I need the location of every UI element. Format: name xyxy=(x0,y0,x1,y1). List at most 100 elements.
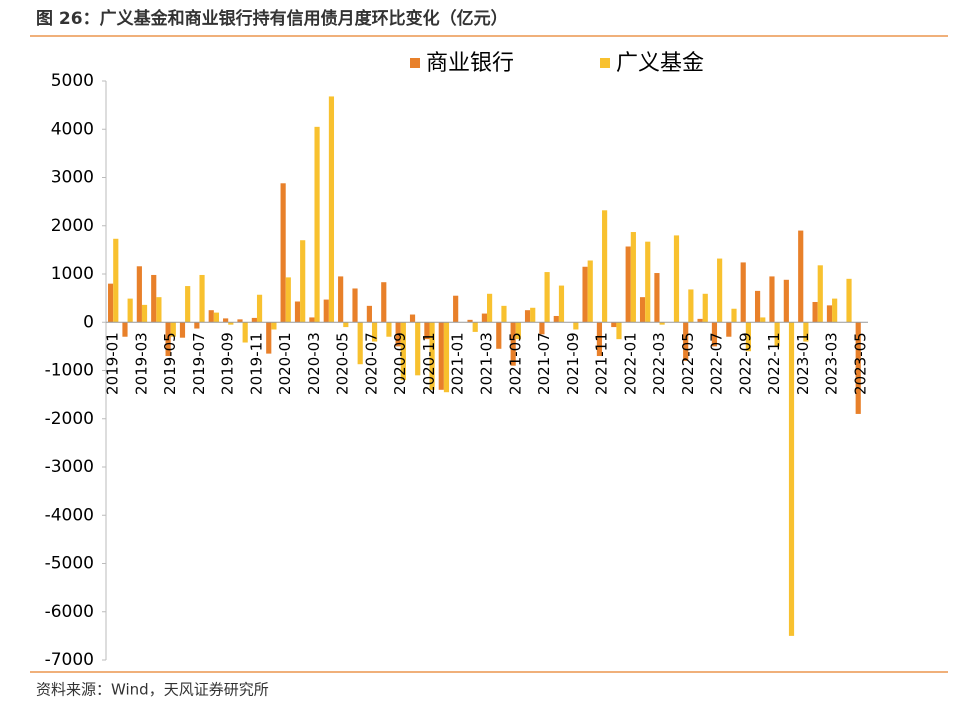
bar xyxy=(228,322,234,325)
bar xyxy=(654,273,660,323)
bar xyxy=(855,322,861,414)
x-tick-label: 2022-01 xyxy=(621,332,639,395)
bar xyxy=(415,322,421,376)
bar xyxy=(386,322,392,337)
y-tick-label: -6000 xyxy=(45,602,94,622)
y-tick-label: 3000 xyxy=(51,168,94,188)
bar xyxy=(113,238,119,323)
bar xyxy=(122,322,128,337)
bar xyxy=(697,318,703,323)
bar xyxy=(783,279,789,323)
bar xyxy=(558,285,565,323)
chart-title: 图 26：广义基金和商业银行持有信用债月度环比变化（亿元） xyxy=(36,8,508,29)
bar xyxy=(314,126,320,323)
bar xyxy=(510,322,516,366)
bar xyxy=(481,313,487,323)
bar xyxy=(400,322,406,381)
bar xyxy=(587,260,593,323)
y-tick-label: -1000 xyxy=(45,361,94,381)
y-tick-label: -7000 xyxy=(45,650,94,670)
y-tick-label: -3000 xyxy=(45,457,94,477)
bar xyxy=(151,274,157,323)
bar xyxy=(731,308,737,323)
bar xyxy=(213,312,220,323)
bar xyxy=(596,322,603,357)
bar xyxy=(645,241,651,323)
bar xyxy=(774,322,780,347)
bar xyxy=(487,293,493,323)
bar xyxy=(127,298,133,323)
bar xyxy=(582,266,588,323)
bar xyxy=(717,258,723,323)
y-tick-label: 4000 xyxy=(51,119,94,139)
bar xyxy=(438,322,444,390)
bar xyxy=(141,304,148,323)
bar xyxy=(179,322,186,338)
bar xyxy=(366,305,372,323)
bar xyxy=(453,295,459,323)
bar xyxy=(803,322,809,342)
x-tick-label: 2023-01 xyxy=(794,332,812,395)
legend-label: 商业银行 xyxy=(426,51,514,76)
bar xyxy=(846,278,852,323)
bar xyxy=(702,293,708,323)
bar xyxy=(237,319,243,323)
x-tick-label: 2021-07 xyxy=(535,332,553,395)
x-tick-label: 2019-05 xyxy=(161,332,179,395)
bar xyxy=(573,322,579,330)
bar xyxy=(395,322,401,347)
bar xyxy=(352,288,358,323)
x-tick-label: 2020-11 xyxy=(420,332,438,395)
bar xyxy=(501,305,507,323)
y-tick-label: -2000 xyxy=(45,409,94,429)
source-note: 资料来源：Wind，天风证券研究所 xyxy=(36,681,269,699)
bar xyxy=(798,230,804,323)
bar xyxy=(251,317,257,323)
x-tick-label: 2021-03 xyxy=(478,332,496,395)
bar xyxy=(424,322,430,340)
bar xyxy=(812,301,818,323)
bar xyxy=(108,283,114,323)
bar xyxy=(381,282,387,323)
x-tick-label: 2020-05 xyxy=(334,332,352,395)
x-tick-label: 2019-03 xyxy=(132,332,150,395)
bar xyxy=(688,289,694,323)
bar xyxy=(429,322,435,390)
bar xyxy=(616,322,622,340)
bar xyxy=(443,322,450,393)
y-tick-label: 2000 xyxy=(51,216,94,236)
x-tick-label: 2021-01 xyxy=(449,332,467,395)
bar xyxy=(760,317,766,323)
bar xyxy=(745,322,751,352)
legend-label: 广义基金 xyxy=(616,51,704,76)
bar xyxy=(294,301,301,323)
bar xyxy=(208,310,214,323)
bar xyxy=(611,322,617,328)
bar xyxy=(630,232,636,323)
y-tick-label: 5000 xyxy=(51,71,94,91)
x-tick-label: 2022-09 xyxy=(736,332,754,395)
bar xyxy=(639,297,646,323)
bar xyxy=(323,299,329,323)
bar xyxy=(242,322,248,343)
x-tick-label: 2019-07 xyxy=(190,332,208,395)
bar xyxy=(769,276,775,323)
bar xyxy=(409,314,416,323)
bar xyxy=(826,305,833,323)
bar xyxy=(832,298,838,323)
bar xyxy=(280,183,286,323)
bar xyxy=(156,297,162,323)
x-tick-label: 2022-11 xyxy=(765,332,783,395)
bar xyxy=(309,317,315,323)
bar xyxy=(185,286,191,323)
bar xyxy=(338,276,344,323)
x-tick-label: 2023-03 xyxy=(823,332,841,395)
bar xyxy=(165,322,171,357)
bar xyxy=(266,322,272,354)
x-tick-label: 2022-07 xyxy=(708,332,726,395)
bar xyxy=(343,322,349,328)
bar xyxy=(788,322,795,636)
bar xyxy=(530,307,536,323)
bar xyxy=(539,322,545,335)
x-tick-label: 2020-03 xyxy=(305,332,323,395)
